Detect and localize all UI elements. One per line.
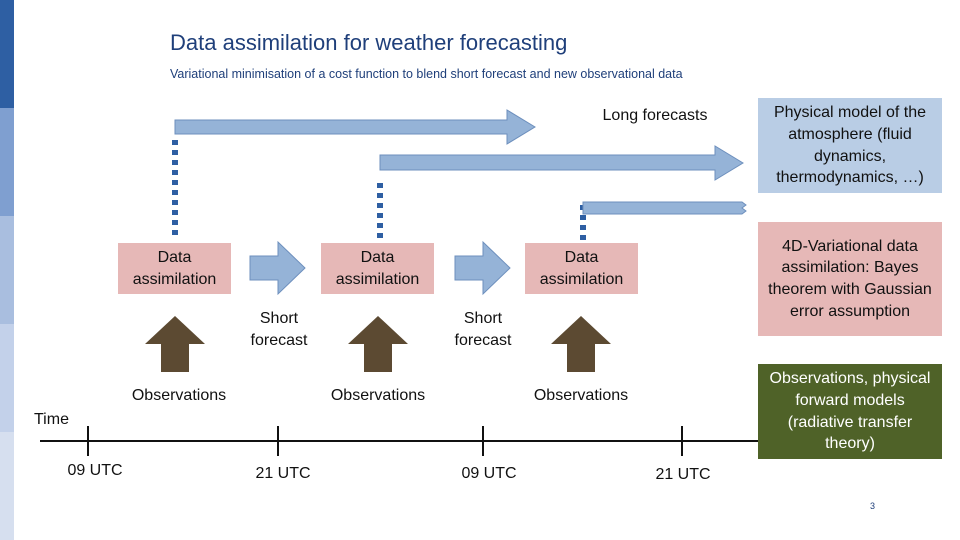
observation-arrow-3 bbox=[551, 316, 611, 372]
observation-arrow-1 bbox=[145, 316, 205, 372]
timeline-tick-label-1: 09 UTC bbox=[67, 462, 123, 479]
observations-label-3: Observations bbox=[533, 387, 629, 404]
page-title: Data assimilation for weather forecastin… bbox=[170, 30, 568, 55]
sidebar-stripe-3 bbox=[0, 216, 14, 324]
long-forecast-arrow-1 bbox=[174, 109, 536, 145]
sidebar-stripe-1 bbox=[0, 0, 14, 108]
long-forecast-arrow-2 bbox=[379, 145, 744, 181]
assimilation-box-1: Data assimilation bbox=[118, 243, 231, 294]
timeline-tick-label-4: 21 UTC bbox=[655, 466, 711, 483]
assimilation-box-2: Data assimilation bbox=[321, 243, 434, 294]
var4d-box: 4D-Variational data assimilation: Bayes … bbox=[758, 222, 942, 336]
observations-label-1: Observations bbox=[131, 387, 227, 404]
sidebar-stripe-2 bbox=[0, 108, 14, 216]
observation-models-box: Observations, physical forward models (r… bbox=[758, 364, 942, 459]
long-forecasts-label: Long forecasts bbox=[602, 107, 708, 124]
sidebar-stripe-5 bbox=[0, 432, 14, 540]
page-subtitle: Variational minimisation of a cost funct… bbox=[170, 67, 683, 81]
assimilation-box-3: Data assimilation bbox=[525, 243, 638, 294]
time-axis-label: Time bbox=[34, 411, 69, 428]
sidebar-stripe-4 bbox=[0, 324, 14, 432]
long-forecast-arrow-3 bbox=[582, 201, 747, 215]
observation-arrow-2 bbox=[348, 316, 408, 372]
physical-model-box: Physical model of the atmosphere (fluid … bbox=[758, 98, 942, 193]
page-number: 3 bbox=[870, 501, 876, 511]
short-forecast-label-2: Short forecast bbox=[454, 310, 512, 349]
short-forecast-label-1: Short forecast bbox=[250, 310, 308, 349]
timeline-tick-label-3: 09 UTC bbox=[461, 465, 517, 482]
short-forecast-arrow-2 bbox=[454, 240, 511, 296]
short-forecast-arrow-1 bbox=[249, 240, 306, 296]
timeline-tick-label-2: 21 UTC bbox=[255, 465, 311, 482]
observations-label-2: Observations bbox=[330, 387, 426, 404]
